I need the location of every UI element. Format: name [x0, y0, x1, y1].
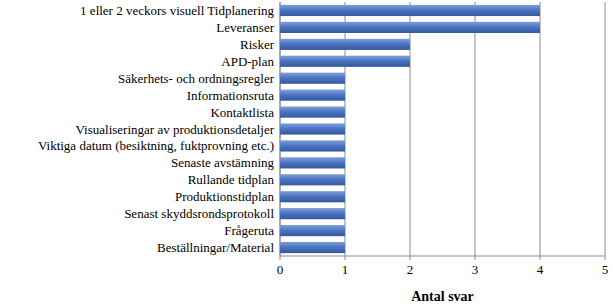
category-label: Kontaktlista: [210, 105, 274, 120]
tick-mark: [280, 256, 281, 260]
bar: [280, 191, 345, 202]
category-label: Leveranser: [216, 20, 274, 35]
bar: [280, 157, 345, 168]
grid-line: [605, 2, 606, 256]
category-label: Rullande tidplan: [188, 172, 275, 187]
category-label: Senast skyddsrondsprotokoll: [124, 206, 274, 221]
bar: [280, 225, 345, 236]
category-label: Senaste avstämning: [171, 155, 274, 170]
bars: [280, 5, 540, 253]
tick-mark: [540, 256, 541, 260]
grid-line: [540, 2, 541, 256]
tick-label: 1: [342, 262, 349, 277]
tick-mark: [410, 256, 411, 260]
grid-line: [475, 2, 476, 256]
bar: [280, 56, 410, 67]
tick-mark: [345, 256, 346, 260]
tick-mark: [475, 256, 476, 260]
bar: [280, 39, 410, 50]
bar: [280, 140, 345, 151]
tick-label: 2: [407, 262, 414, 277]
bar: [280, 106, 345, 117]
bar: [280, 22, 540, 33]
tick-mark: [605, 256, 606, 260]
bar: [280, 208, 345, 219]
category-label: Produktionstidplan: [175, 189, 274, 204]
bar: [280, 174, 345, 185]
category-label: Risker: [240, 37, 275, 52]
bar: [280, 73, 345, 84]
tick-label: 4: [537, 262, 544, 277]
tick-label: 0: [277, 262, 284, 277]
tick-label: 5: [602, 262, 609, 277]
tick-label: 3: [472, 262, 479, 277]
axis-line: [280, 256, 605, 257]
category-label: Frågeruta: [224, 223, 274, 238]
bar: [280, 123, 345, 134]
axis-label: Antal svar: [411, 289, 474, 304]
category-label: 1 eller 2 veckors visuell Tidplanering: [80, 3, 274, 18]
category-label: Beställningar/Material: [157, 240, 274, 255]
category-label: Viktiga datum (besiktning, fuktprovning …: [38, 138, 274, 153]
category-label: Säkerhets- och ordningsregler: [118, 71, 275, 86]
bar: [280, 90, 345, 101]
category-label: Visualiseringar av produktionsdetaljer: [76, 122, 275, 137]
category-label: Informationsruta: [187, 88, 275, 103]
bar: [280, 5, 540, 16]
chart: 0 1 2 3 4 5 1 eller 2 veckors visuell Tidplane…: [0, 0, 613, 307]
bar: [280, 242, 345, 253]
category-label: APD-plan: [221, 54, 274, 69]
